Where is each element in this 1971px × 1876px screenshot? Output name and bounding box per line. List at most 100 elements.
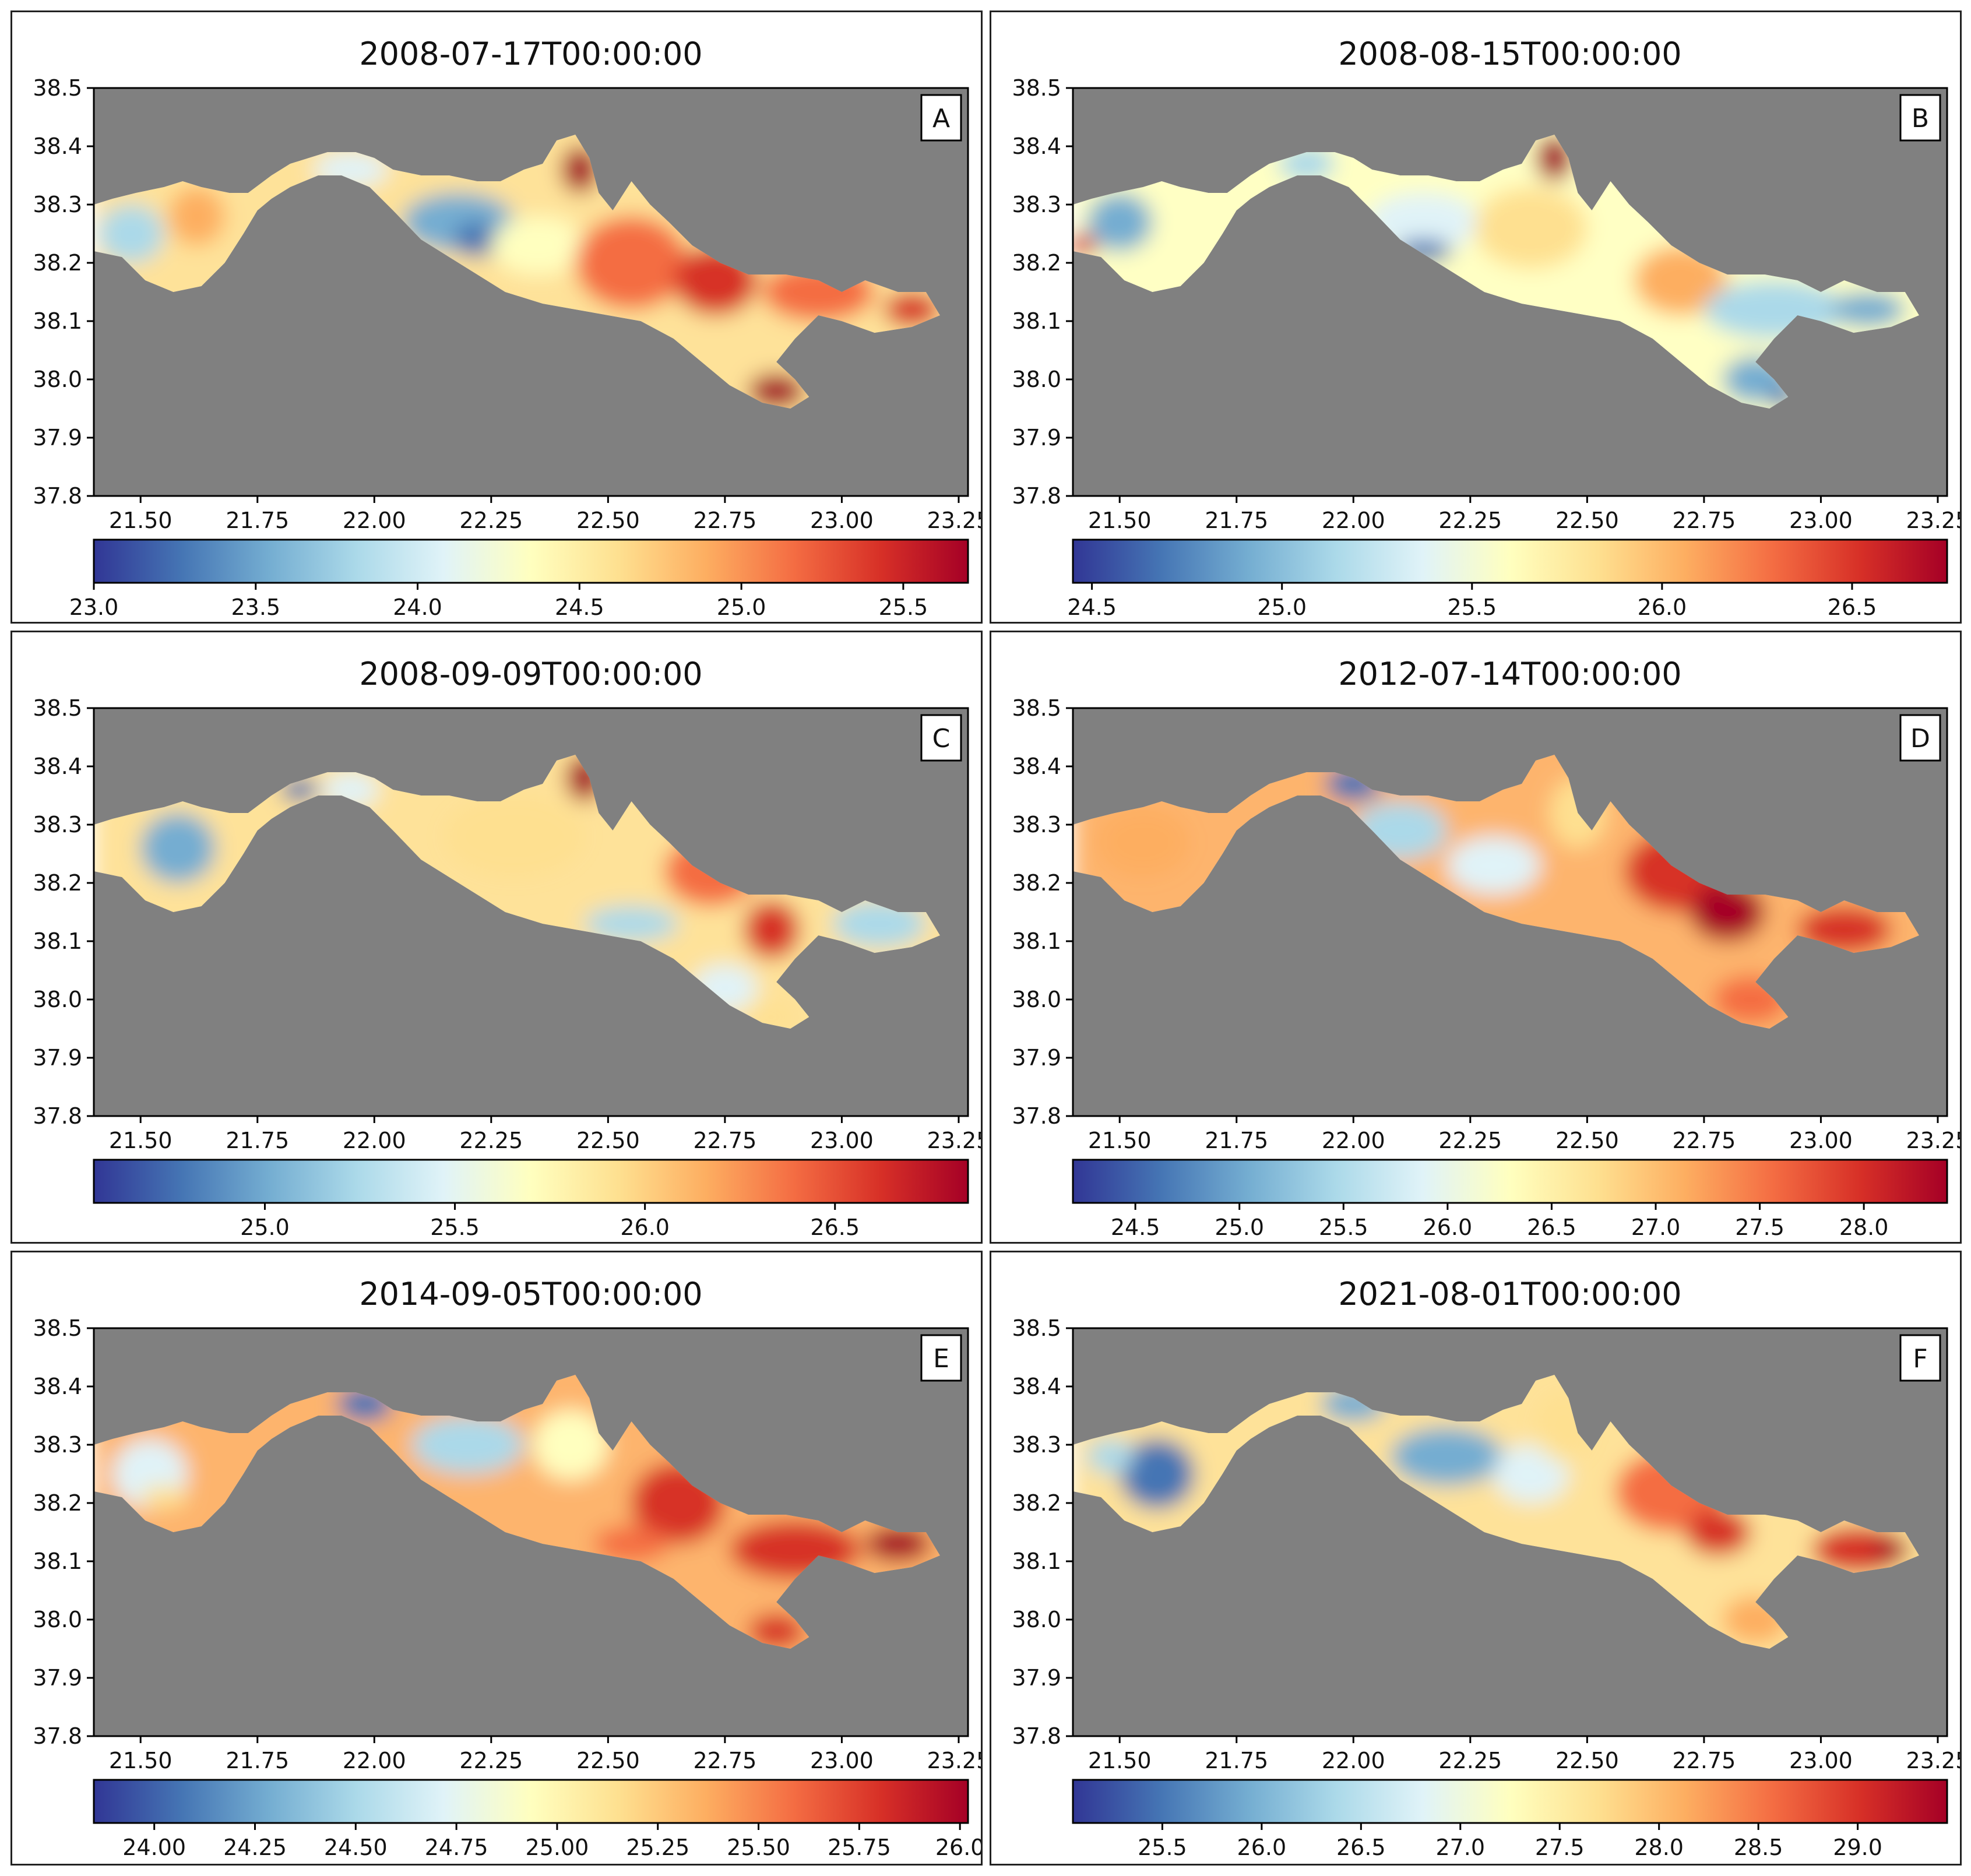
panel-letter: B xyxy=(1912,104,1929,133)
sst-patch xyxy=(1811,1526,1905,1573)
x-tick-label: 23.25 xyxy=(927,1748,981,1773)
colorbar-tick-label: 27.0 xyxy=(1435,1835,1485,1860)
x-tick-label: 23.00 xyxy=(1789,1748,1853,1773)
y-tick-label: 38.4 xyxy=(33,133,82,159)
x-tick-label: 22.25 xyxy=(1438,1128,1502,1153)
x-tick-label: 23.00 xyxy=(810,508,874,533)
y-tick-label: 38.4 xyxy=(1012,754,1061,779)
sst-patch xyxy=(140,1486,188,1509)
x-tick-label: 22.75 xyxy=(1672,1128,1736,1153)
x-tick-label: 22.50 xyxy=(1555,1748,1619,1773)
y-tick-label: 38.1 xyxy=(1012,1548,1061,1574)
x-tick-label: 22.50 xyxy=(576,508,640,533)
y-tick-label: 38.2 xyxy=(33,870,82,896)
panel-title: 2008-09-09T00:00:00 xyxy=(359,656,702,692)
x-tick-label: 22.25 xyxy=(1438,1748,1502,1773)
colorbar-tick-label: 25.5 xyxy=(1319,1215,1368,1240)
y-tick-label: 38.5 xyxy=(1012,1315,1061,1341)
y-tick-label: 37.9 xyxy=(1012,1045,1061,1071)
map-panel-e: 2014-09-05T00:00:00 21.50 21.75 22.00 22.25 2… xyxy=(10,1251,983,1866)
y-tick-label: 38.1 xyxy=(1012,308,1061,334)
colorbar-tick-label: 28.0 xyxy=(1634,1835,1684,1860)
colorbar-tick-label: 24.75 xyxy=(425,1835,488,1860)
x-tick-label: 22.00 xyxy=(343,1128,406,1153)
x-tick-label: 21.50 xyxy=(1088,508,1152,533)
x-tick-label: 22.75 xyxy=(693,1748,756,1773)
colorbar-tick-label: 26.0 xyxy=(620,1215,670,1240)
y-tick-label: 38.3 xyxy=(33,1432,82,1458)
colorbar-tick-label: 23.0 xyxy=(69,594,119,620)
y-tick-label: 38.2 xyxy=(1012,1490,1061,1516)
x-tick-label: 22.75 xyxy=(1672,508,1736,533)
map-panel-c: 2008-09-09T00:00:00 21.50 21.75 22.00 22.25 2… xyxy=(10,631,983,1244)
colorbar-tick-label: 24.5 xyxy=(555,594,604,620)
panel-svg: 2008-08-15T00:00:00 21.50 21.75 22.00 22.25 2… xyxy=(1012,36,1960,620)
x-tick-label: 23.00 xyxy=(810,1748,874,1773)
panel-letter: E xyxy=(933,1344,949,1374)
colorbar-tick-label: 24.50 xyxy=(324,1835,388,1860)
x-tick-label: 21.50 xyxy=(1088,1748,1152,1773)
colorbar xyxy=(93,538,969,584)
colorbar-tick-label: 25.5 xyxy=(430,1215,480,1240)
colorbar-tick-label: 27.0 xyxy=(1631,1215,1681,1240)
y-tick-label: 38.5 xyxy=(1012,75,1061,101)
x-tick-label: 22.00 xyxy=(343,1748,406,1773)
x-tick-label: 22.25 xyxy=(1438,508,1502,533)
panel-title: 2008-07-17T00:00:00 xyxy=(359,36,702,72)
sst-patch xyxy=(865,1526,931,1561)
panel-svg: 2008-09-09T00:00:00 21.50 21.75 22.00 22.25 2… xyxy=(33,656,981,1240)
x-tick-label: 23.25 xyxy=(1906,508,1960,533)
sst-patch xyxy=(1391,1427,1503,1486)
x-tick-label: 22.25 xyxy=(459,1128,523,1153)
map-panel-a: 2008-07-17T00:00:00 21.50 21.75 22.00 22.25 2… xyxy=(10,10,983,624)
sst-patch xyxy=(1096,807,1190,877)
panel-letter: D xyxy=(1910,724,1930,754)
y-tick-label: 38.0 xyxy=(1012,367,1061,392)
colorbar xyxy=(1072,1779,1948,1824)
x-tick-label: 23.00 xyxy=(1789,1128,1853,1153)
y-tick-label: 38.3 xyxy=(33,812,82,837)
panel-title: 2021-08-01T00:00:00 xyxy=(1338,1276,1681,1312)
panel-title: 2014-09-05T00:00:00 xyxy=(359,1276,702,1312)
y-tick-label: 38.2 xyxy=(33,1490,82,1516)
y-tick-label: 37.8 xyxy=(33,1103,82,1129)
colorbar-tick-label: 26.5 xyxy=(1336,1835,1386,1860)
x-tick-label: 22.25 xyxy=(459,1748,523,1773)
sst-patch xyxy=(444,796,585,877)
colorbar-tick-label: 24.0 xyxy=(393,594,442,620)
sst-patch xyxy=(1120,1439,1195,1509)
axes-frame xyxy=(93,1327,969,1737)
sst-patch xyxy=(1797,906,1891,953)
panel-svg: 2021-08-01T00:00:00 21.50 21.75 22.00 22.25 2… xyxy=(1012,1276,1960,1860)
y-tick-label: 38.5 xyxy=(33,1315,82,1341)
panel-letter-box xyxy=(920,1334,962,1382)
x-tick-label: 21.75 xyxy=(226,1748,289,1773)
y-tick-label: 38.4 xyxy=(33,754,82,779)
sst-patch xyxy=(98,205,164,263)
panel-title: 2012-07-14T00:00:00 xyxy=(1338,656,1681,692)
sst-patch xyxy=(884,292,940,327)
x-tick-label: 23.00 xyxy=(1789,508,1853,533)
x-tick-label: 23.25 xyxy=(927,508,981,533)
x-tick-label: 22.00 xyxy=(1322,508,1385,533)
x-tick-label: 23.25 xyxy=(927,1128,981,1153)
sst-patch xyxy=(140,813,216,883)
y-tick-label: 38.2 xyxy=(1012,870,1061,896)
axes-frame xyxy=(1072,1327,1948,1737)
x-tick-label: 23.25 xyxy=(1906,1748,1960,1773)
colorbar-tick-label: 25.5 xyxy=(1447,594,1497,620)
colorbar-tick-label: 24.5 xyxy=(1067,594,1117,620)
panel-svg: 2014-09-05T00:00:00 21.50 21.75 22.00 22.25 2… xyxy=(33,1276,981,1860)
x-tick-label: 21.75 xyxy=(226,508,289,533)
y-tick-label: 37.8 xyxy=(1012,1723,1061,1749)
colorbar-tick-label: 25.00 xyxy=(526,1835,589,1860)
panel-letter: C xyxy=(932,724,951,754)
x-tick-label: 22.75 xyxy=(693,1128,756,1153)
y-tick-label: 38.4 xyxy=(1012,1374,1061,1399)
x-tick-label: 22.50 xyxy=(576,1748,640,1773)
y-tick-label: 38.4 xyxy=(33,1374,82,1399)
x-tick-label: 22.50 xyxy=(576,1128,640,1153)
colorbar-tick-label: 26.5 xyxy=(1828,594,1877,620)
sst-patch xyxy=(743,900,800,959)
colorbar-tick-label: 27.5 xyxy=(1535,1835,1585,1860)
